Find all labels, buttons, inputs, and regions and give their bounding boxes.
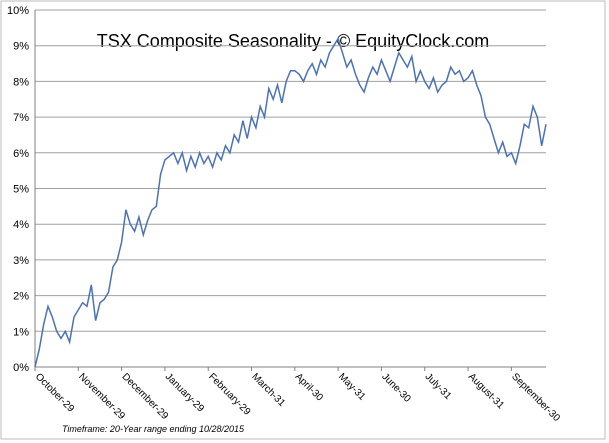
y-tick-label: 6% <box>13 148 29 160</box>
y-tick-label: 4% <box>13 219 29 231</box>
y-tick-label: 3% <box>13 255 29 267</box>
y-tick-label: 1% <box>13 326 29 338</box>
y-tick-label: 2% <box>13 291 29 303</box>
chart-title: TSX Composite Seasonality - © EquityCloc… <box>97 31 489 51</box>
y-tick-label: 8% <box>13 76 29 88</box>
y-tick-label: 10% <box>7 5 29 17</box>
y-tick-label: 7% <box>13 112 29 124</box>
y-tick-label: 5% <box>13 184 29 196</box>
y-tick-label: 0% <box>13 362 29 374</box>
footnote: Timeframe: 20-Year range ending 10/28/20… <box>62 424 245 434</box>
y-tick-label: 9% <box>13 41 29 53</box>
line <box>34 36 547 368</box>
